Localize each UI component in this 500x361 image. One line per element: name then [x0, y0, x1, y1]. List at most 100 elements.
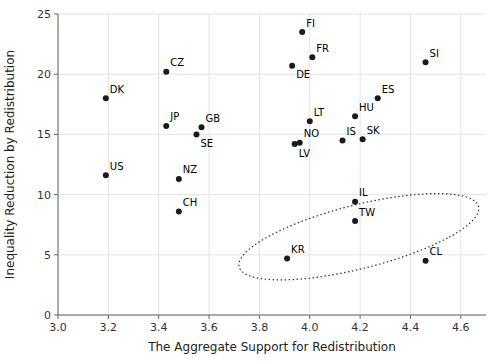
grid-line-y — [58, 315, 486, 316]
point — [176, 208, 182, 214]
tick-label-x: 3.6 — [200, 321, 218, 334]
plot-area — [103, 29, 479, 280]
point — [299, 29, 305, 35]
tick-y — [54, 134, 58, 135]
point-label: KR — [291, 244, 305, 255]
tick-x — [158, 315, 159, 319]
tick-x — [58, 315, 59, 319]
point — [339, 137, 345, 143]
point-label: SE — [200, 138, 213, 149]
tick-y — [54, 194, 58, 195]
tick-label-y: 20 — [37, 68, 51, 81]
point — [284, 255, 290, 261]
point-label: NZ — [183, 164, 197, 175]
tick-label-x: 3.2 — [100, 321, 118, 334]
grid-line-x — [158, 14, 159, 315]
point — [360, 136, 366, 142]
y-axis-label: Inequality Reduction by Redistribution — [3, 50, 17, 279]
grid-line-x — [108, 14, 109, 315]
point-label: LT — [314, 107, 325, 118]
point-label: TW — [358, 207, 375, 218]
point-label: CL — [430, 246, 443, 257]
tick-label-y: 25 — [37, 8, 51, 21]
grid-line-y — [58, 254, 486, 255]
point — [289, 63, 295, 69]
tick-label-x: 3.8 — [251, 321, 269, 334]
point-label: CZ — [170, 57, 184, 68]
point — [375, 95, 381, 101]
tick-y — [54, 74, 58, 75]
tick-label-y: 5 — [44, 249, 51, 262]
point-label: FI — [306, 18, 315, 29]
point-label: SK — [367, 125, 380, 136]
grid-line-x — [460, 14, 461, 315]
tick-label-y: 15 — [37, 128, 51, 141]
point-label: DE — [296, 69, 310, 80]
tick-x — [209, 315, 210, 319]
tick-y — [54, 254, 58, 255]
point-label: GB — [206, 113, 221, 124]
axis-line-y — [58, 14, 59, 315]
point-label: FR — [316, 43, 329, 54]
point — [309, 54, 315, 60]
tick-label-y: 0 — [44, 309, 51, 322]
point — [193, 131, 199, 137]
grid-line-y — [58, 14, 486, 15]
point-label: DK — [110, 84, 125, 95]
tick-y — [54, 315, 58, 316]
tick-x — [259, 315, 260, 319]
point-label: HU — [359, 102, 374, 113]
tick-y — [54, 14, 58, 15]
point — [103, 95, 109, 101]
x-axis-label: The Aggregate Support for Redistribution — [147, 340, 396, 354]
point-label: LV — [299, 148, 310, 159]
point — [176, 176, 182, 182]
grid — [58, 14, 486, 315]
point — [103, 172, 109, 178]
point — [352, 113, 358, 119]
tick-label-x: 4.4 — [402, 321, 420, 334]
tick-x — [309, 315, 310, 319]
tick-label-x: 4.6 — [452, 321, 470, 334]
point — [292, 141, 298, 147]
axes: 3.0 3.2 3.4 3.6 3.8 4.0 4.2 4.4 4.6 0 5 10 15 20 25 — [37, 8, 486, 334]
point — [307, 118, 313, 124]
point-label: IL — [359, 187, 368, 198]
point — [163, 123, 169, 129]
point-label: CH — [183, 197, 198, 208]
point — [297, 140, 303, 146]
point — [423, 59, 429, 65]
grid-line-y — [58, 194, 486, 195]
grid-line-y — [58, 134, 486, 135]
point-label: SI — [430, 48, 439, 59]
grid-line-x — [209, 14, 210, 315]
point-label: JP — [169, 111, 179, 122]
tick-label-x: 4.2 — [351, 321, 369, 334]
chart: 3.0 3.2 3.4 3.6 3.8 4.0 4.2 4.4 4.6 0 5 10 15 20 25 The… — [0, 0, 500, 361]
grid-line-x — [360, 14, 361, 315]
point-label: IS — [346, 126, 355, 137]
grid-line-x — [259, 14, 260, 315]
point — [199, 124, 205, 130]
tick-label-x: 4.0 — [301, 321, 319, 334]
grid-line-y — [58, 74, 486, 75]
tick-label-x: 3.0 — [49, 321, 67, 334]
point-label: US — [110, 161, 124, 172]
point-label: ES — [382, 84, 395, 95]
tick-label-x: 3.4 — [150, 321, 168, 334]
point — [423, 258, 429, 264]
ellipse — [239, 194, 479, 280]
point-label: NO — [304, 128, 319, 139]
tick-label-y: 10 — [37, 189, 51, 202]
tick-x — [108, 315, 109, 319]
grid-line-x — [410, 14, 411, 315]
point — [163, 69, 169, 75]
axis-line-x — [58, 315, 486, 316]
point-labels: DK US CZ JP NZ CH GB SE FI DE FR NO LV LT IS SK HU ES SI IL… — [110, 18, 443, 258]
tick-x — [360, 315, 361, 319]
grid-line-x — [58, 14, 59, 315]
point — [352, 199, 358, 205]
tick-x — [460, 315, 461, 319]
point — [352, 218, 358, 224]
tick-x — [410, 315, 411, 319]
